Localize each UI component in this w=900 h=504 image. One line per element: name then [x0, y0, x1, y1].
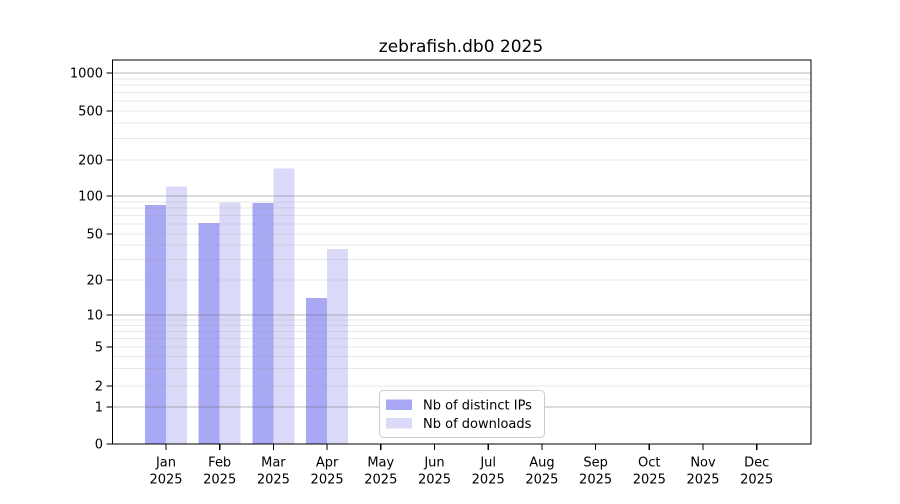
x-tick-year-jan: 2025: [149, 473, 182, 488]
x-tick-label-jun: Jun: [423, 456, 444, 471]
chart-title: zebrafish.db0 2025: [379, 37, 543, 57]
bar-downloads-jan: [166, 186, 187, 444]
bar-downloads-feb: [219, 202, 241, 444]
x-tick-year-mar: 2025: [257, 473, 290, 488]
x-tick-year-feb: 2025: [203, 473, 236, 488]
x-tick-label-jan: Jan: [155, 456, 176, 471]
x-tick-label-jul: Jul: [479, 456, 496, 471]
y-tick-label-1: 1: [95, 401, 103, 416]
bar-distinct-ips-mar: [252, 203, 274, 444]
legend-swatch-distinct-ips-icon: [386, 399, 412, 410]
y-tick-label-500: 500: [78, 105, 103, 120]
bar-downloads-mar: [273, 168, 295, 445]
x-tick-label-may: May: [367, 456, 394, 471]
y-tick-label-10: 10: [86, 309, 103, 324]
x-tick-year-dec: 2025: [740, 473, 773, 488]
x-tick-year-oct: 2025: [633, 473, 666, 488]
y-tick-label-5: 5: [95, 341, 103, 356]
grid-layer: [112, 72, 811, 408]
x-tick-label-feb: Feb: [208, 456, 231, 471]
y-tick-label-20: 20: [86, 274, 103, 289]
x-tick-label-nov: Nov: [690, 456, 716, 471]
y-tick-label-2: 2: [95, 380, 103, 395]
x-tick-label-oct: Oct: [638, 456, 660, 471]
x-tick-label-mar: Mar: [261, 456, 286, 471]
x-tick-year-apr: 2025: [311, 473, 344, 488]
x-tick-year-aug: 2025: [525, 473, 558, 488]
axes-layer: 0 1 2 5 10 20 50 100 200 500 1000 Jan 2025 Feb 2025 Mar…: [70, 67, 773, 488]
y-tick-label-200: 200: [78, 154, 103, 169]
x-tick-label-sep: Sep: [583, 456, 608, 471]
bar-distinct-ips-apr: [306, 298, 328, 444]
x-tick-year-nov: 2025: [686, 473, 719, 488]
x-tick-year-jul: 2025: [472, 473, 505, 488]
legend-label-downloads: Nb of downloads: [423, 417, 532, 432]
x-tick-year-jun: 2025: [418, 473, 451, 488]
y-tick-label-100: 100: [78, 190, 103, 205]
bar-distinct-ips-feb: [198, 223, 220, 444]
bar-distinct-ips-jan: [145, 204, 166, 444]
plot-area-border: [111, 59, 812, 445]
x-tick-year-sep: 2025: [579, 473, 612, 488]
x-tick-label-apr: Apr: [316, 456, 339, 471]
bars-layer: [145, 168, 349, 445]
legend-label-distinct-ips: Nb of distinct IPs: [423, 399, 532, 414]
y-tick-label-1000: 1000: [70, 67, 103, 82]
legend: Nb of distinct IPs Nb of downloads: [379, 390, 545, 438]
x-tick-label-dec: Dec: [744, 456, 769, 471]
x-tick-label-aug: Aug: [529, 456, 554, 471]
y-tick-label-0: 0: [95, 438, 103, 453]
y-tick-label-50: 50: [86, 228, 103, 243]
legend-swatch-downloads-icon: [386, 418, 412, 429]
x-tick-year-may: 2025: [364, 473, 397, 488]
bar-downloads-apr: [327, 249, 349, 444]
legend-box: [379, 390, 545, 438]
